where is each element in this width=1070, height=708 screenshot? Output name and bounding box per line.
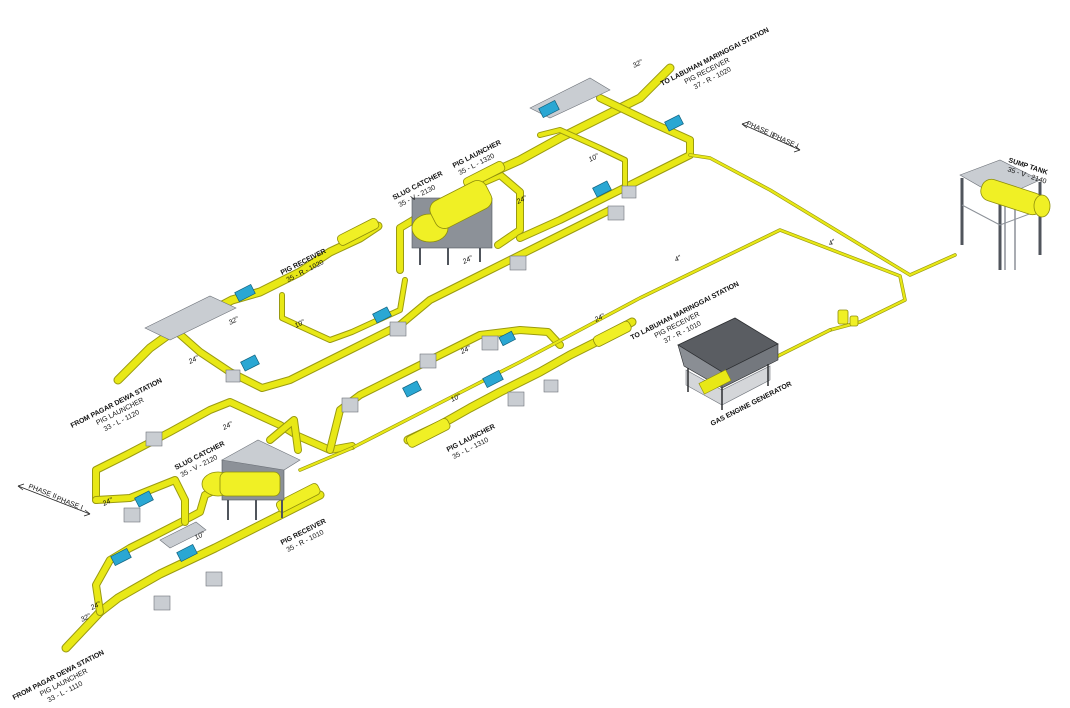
pipe-lower-loop-fill: [93, 399, 355, 503]
size-24-g: 24": [593, 313, 607, 325]
valve-mid-5: [402, 380, 422, 398]
skid-9: [507, 391, 525, 407]
platform-launcher-33l1110: [159, 521, 207, 549]
label-pig-receiver-1010: PIG RECEIVER 35 - R - 1010: [280, 518, 328, 554]
skid-13: [543, 379, 559, 393]
skid-11: [607, 205, 625, 221]
pig-receiver-35r1010-barrel: [275, 483, 321, 513]
size-10-a: 10": [194, 531, 207, 542]
size-4-b: 4": [828, 238, 837, 247]
size-32-a: 32": [80, 613, 93, 624]
pipe-mid-10-branch-fill: [280, 278, 407, 342]
skid-6: [389, 321, 407, 337]
pipe-main-header-mid-fill: [114, 222, 382, 384]
pipe-upper-10-branch-fill: [538, 128, 627, 187]
label-labuhan-receiver-1020: TO LABUHAN MARINGGAI STATION PIG RECEIVE…: [660, 27, 771, 91]
drain-pot-fitting: [837, 309, 859, 327]
size-24-c: 24": [221, 421, 235, 433]
size-24-a: 24": [89, 601, 103, 613]
pipe-drain-4-mid: [350, 228, 907, 450]
pipe-lower-24-branch-fill: [93, 475, 243, 615]
skid-14: [621, 185, 637, 199]
pipe-drain-4-lower-fill: [298, 446, 354, 472]
skid-2: [153, 595, 171, 611]
skid-4: [145, 431, 163, 447]
phase-marker-right: PHASE II PHASE I: [741, 120, 801, 153]
valve-upper-3: [664, 114, 684, 132]
pipe-upper-loop-fill: [517, 95, 693, 241]
skid-3: [205, 571, 223, 587]
size-24-d: 24": [187, 355, 201, 367]
valve-upper-1: [538, 99, 560, 119]
size-24-b: 24": [101, 497, 115, 509]
size-10-b: 10": [294, 319, 307, 330]
valve-lower-1: [110, 547, 132, 567]
size-10-c: 10": [588, 153, 601, 164]
valve-mid-6: [498, 330, 516, 347]
pipe-generator-feed-fill: [768, 328, 832, 362]
pipe-main-header-upper-fill: [476, 64, 674, 182]
pipe-drain-4-upper: [688, 153, 957, 277]
sump-tank-35v2140: [959, 159, 1051, 270]
valve-lower-2: [176, 543, 198, 563]
pipe-mid-24-loop-fill: [172, 207, 613, 391]
phase-2-label-right: PHASE II: [745, 120, 775, 138]
pipe-size-callouts: 32" 24" 24" 10" 24" 10" 24" 32" 24" 10" …: [80, 59, 837, 624]
size-24-h: 24": [459, 345, 473, 357]
slug-catcher-35v2130: [411, 180, 493, 265]
valve-mid-4: [482, 369, 504, 389]
size-24-e: 24": [461, 255, 475, 267]
skid-12: [225, 369, 241, 383]
phase-1-label-left: PHASE I: [55, 495, 83, 511]
skid-units: [123, 185, 637, 611]
slug-catcher-1-shell: [219, 471, 281, 497]
pipe-mid-right-24-fill: [327, 327, 563, 453]
skid-1: [123, 507, 141, 523]
skid-8: [481, 335, 499, 351]
size-32-c: 32": [632, 59, 645, 70]
pig-receiver-35r1020-barrel: [336, 218, 380, 246]
pipe-drain-4-mid-fill: [350, 228, 907, 450]
gas-engine-generator-building: [677, 317, 779, 410]
valve-mid-3: [372, 306, 392, 324]
valve-upper-2: [592, 180, 612, 198]
size-4-a: 4": [674, 254, 683, 263]
size-10-d: 10": [450, 393, 463, 404]
label-pig-launcher-1310: PIG LAUNCHER 35 - L - 1310: [446, 423, 497, 461]
pipe-network: [61, 63, 957, 653]
size-24-f: 24": [515, 195, 529, 207]
size-32-b: 32": [228, 316, 241, 327]
slug-catcher-35v2120: [201, 416, 302, 520]
slug-catcher-1-platform: [221, 439, 301, 471]
slug-catcher-2-shell: [429, 180, 493, 229]
platform-launcher-33l1120: [144, 295, 237, 341]
pipe-main-header-lower-fill: [62, 491, 324, 652]
skid-7: [419, 353, 437, 369]
valve-lower-3: [134, 490, 154, 508]
sump-tank-head: [1033, 194, 1051, 218]
generator-engine: [698, 369, 732, 395]
skid-5: [341, 397, 359, 413]
label-pagar-dewa-launcher-1110: FROM PAGAR DEWA STATION PIG LAUNCHER 33 …: [12, 649, 106, 704]
pipe-drain-4-upper-fill: [688, 153, 957, 277]
valve-mid-2: [240, 354, 260, 372]
pipe-slug1-return-fill: [93, 477, 188, 525]
pipe-slug2-feed-fill: [397, 172, 523, 273]
valves: [110, 99, 684, 567]
phase-marker-left: PHASE II PHASE I: [17, 483, 91, 517]
valve-mid-1: [234, 283, 256, 303]
pig-launcher-35l1310-barrel: [405, 418, 451, 448]
skid-10: [509, 255, 527, 271]
phase-2-label-left: PHASE II: [27, 483, 57, 500]
phase-1-label-right: PHASE I: [771, 132, 799, 150]
pig-receiver-37r1010-barrel: [592, 320, 632, 347]
